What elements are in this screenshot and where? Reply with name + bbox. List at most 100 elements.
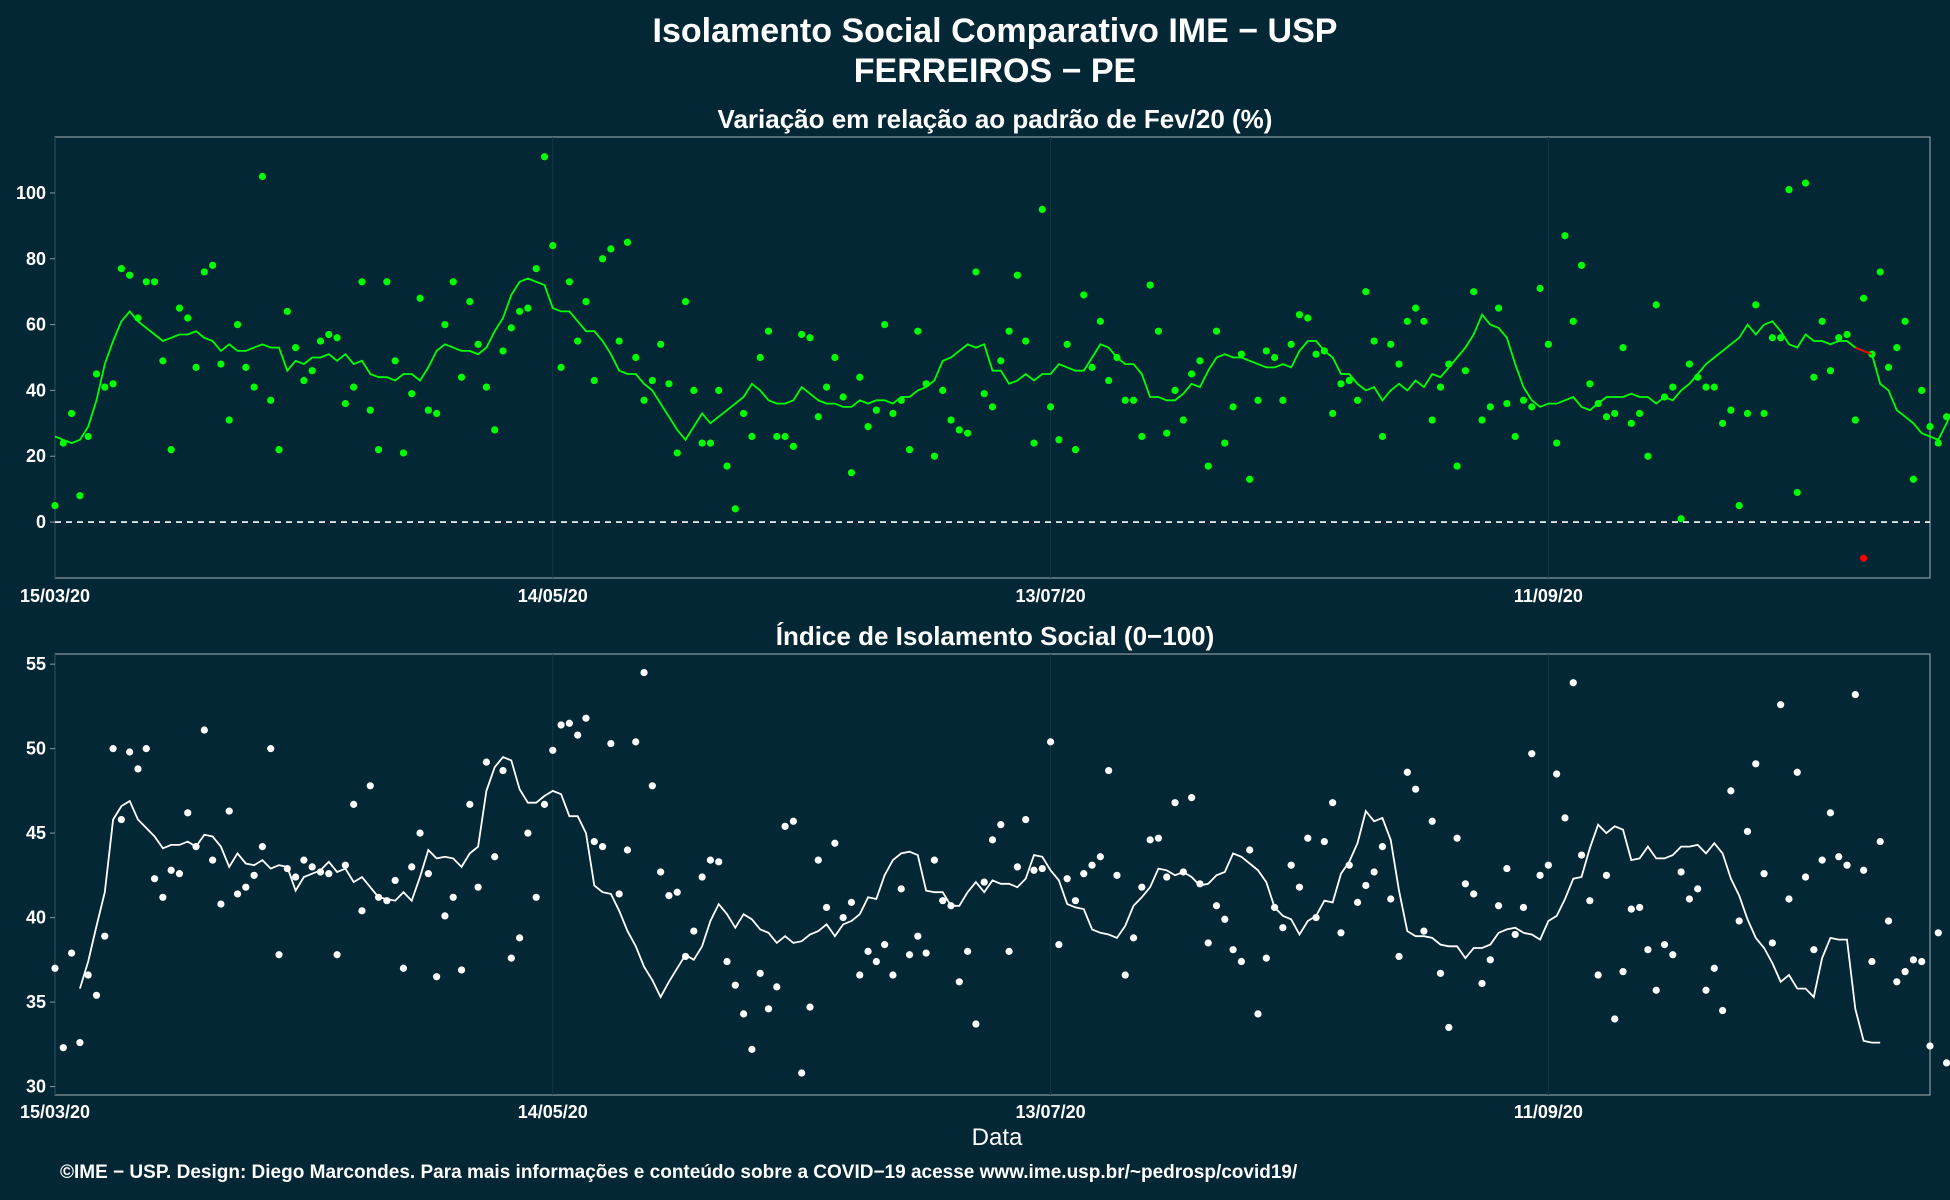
top-data-point <box>1030 439 1038 447</box>
top-data-point <box>1138 432 1146 441</box>
bottom-data-point <box>1636 903 1644 912</box>
top-data-point <box>109 380 117 388</box>
bottom-data-point <box>1055 941 1063 949</box>
top-data-point <box>1494 304 1503 312</box>
top-data-point <box>1694 373 1702 381</box>
bottom-data-point <box>1337 929 1345 937</box>
bottom-data-point <box>872 957 880 966</box>
top-data-point <box>764 327 773 335</box>
top-data-point <box>1088 363 1096 371</box>
top-data-point <box>1403 317 1411 325</box>
bottom-data-point <box>1312 913 1320 922</box>
bottom-data-point <box>1478 979 1486 988</box>
top-data-point <box>209 261 217 269</box>
top-data-point <box>1918 386 1926 395</box>
bottom-data-point <box>524 829 532 837</box>
top-data-point <box>258 172 267 181</box>
bottom-data-point <box>731 981 739 989</box>
bottom-data-point <box>433 973 441 981</box>
bottom-data-point <box>698 873 706 881</box>
top-panel-variation: Variação em relação ao padrão de Fev/20 … <box>16 104 1950 606</box>
top-data-point <box>524 304 532 312</box>
bottom-data-point <box>491 853 499 861</box>
bottom-data-point <box>1420 927 1428 935</box>
top-data-point <box>847 469 856 477</box>
bottom-data-point <box>1138 883 1146 891</box>
bottom-data-point <box>117 815 125 824</box>
top-data-point <box>1022 337 1030 345</box>
top-data-point <box>590 376 598 385</box>
bottom-data-point <box>839 913 847 922</box>
top-data-point <box>1735 501 1743 510</box>
top-data-point <box>1353 396 1362 404</box>
top-data-point <box>1768 334 1776 342</box>
top-data-point <box>698 439 706 447</box>
bottom-data-point <box>258 843 267 851</box>
top-data-point <box>922 380 930 388</box>
bottom-data-point <box>1519 903 1528 912</box>
bottom-data-point <box>516 934 524 942</box>
top-data-point <box>1486 403 1494 411</box>
bottom-data-point <box>242 883 250 891</box>
bottom-data-point <box>1586 897 1594 905</box>
bottom-data-point <box>1660 941 1669 949</box>
top-data-point <box>300 376 308 385</box>
top-data-point <box>897 396 905 404</box>
top-data-point <box>1636 409 1644 418</box>
bottom-data-point <box>964 947 972 955</box>
bottom-data-point <box>1022 815 1030 824</box>
bottom-data-point <box>1602 871 1611 879</box>
top-data-point <box>1942 413 1950 421</box>
bottom-data-point <box>1710 964 1718 972</box>
bottom-data-point <box>1801 873 1810 881</box>
top-data-point <box>1295 311 1304 319</box>
top-data-point <box>1660 393 1669 401</box>
top-data-point <box>789 442 797 450</box>
top-data-point <box>358 278 366 286</box>
bottom-data-point <box>922 949 930 957</box>
top-highlight-point <box>1860 554 1868 562</box>
top-data-point <box>947 416 955 424</box>
bottom-data-point <box>150 875 159 883</box>
bottom-data-point <box>1212 902 1221 910</box>
top-data-point <box>1478 416 1486 424</box>
bottom-data-point <box>159 893 167 901</box>
top-data-point <box>864 423 872 431</box>
top-data-point <box>1436 383 1445 391</box>
top-data-point <box>491 426 499 434</box>
top-data-point <box>715 386 723 395</box>
bottom-y-tick-label: 45 <box>26 823 46 843</box>
top-data-point <box>1395 360 1403 368</box>
bottom-data-point <box>1652 986 1660 994</box>
top-data-point <box>1710 383 1718 391</box>
bottom-data-point <box>1005 947 1013 955</box>
bottom-data-point <box>1345 861 1353 869</box>
top-data-point <box>798 330 806 339</box>
top-panel-title: Variação em relação ao padrão de Fev/20 … <box>718 104 1273 134</box>
bottom-data-point <box>665 892 673 900</box>
top-data-point <box>250 383 258 391</box>
bottom-data-point <box>1893 978 1901 986</box>
bottom-data-point <box>740 1010 748 1018</box>
top-data-point <box>391 357 399 365</box>
bottom-data-point <box>275 951 283 959</box>
bottom-data-point <box>1752 760 1760 768</box>
bottom-data-point <box>640 668 648 677</box>
top-data-point <box>1221 439 1229 447</box>
bottom-data-point <box>997 821 1005 829</box>
bottom-data-point <box>1204 939 1212 947</box>
top-data-point <box>1793 488 1801 497</box>
top-data-point <box>690 386 698 395</box>
top-data-point <box>433 409 441 418</box>
bottom-data-point <box>1121 971 1129 979</box>
bottom-panel-isolation-index: Índice de Isolamento Social (0−100) 15/0… <box>20 621 1950 1122</box>
top-data-point <box>333 334 341 342</box>
bottom-data-point <box>565 719 573 727</box>
bottom-data-point <box>101 932 109 940</box>
bottom-data-point <box>1188 794 1196 802</box>
top-data-point <box>1561 232 1569 240</box>
bottom-data-point <box>756 969 764 977</box>
bottom-data-point <box>1835 853 1843 861</box>
bottom-data-point <box>972 1020 980 1028</box>
